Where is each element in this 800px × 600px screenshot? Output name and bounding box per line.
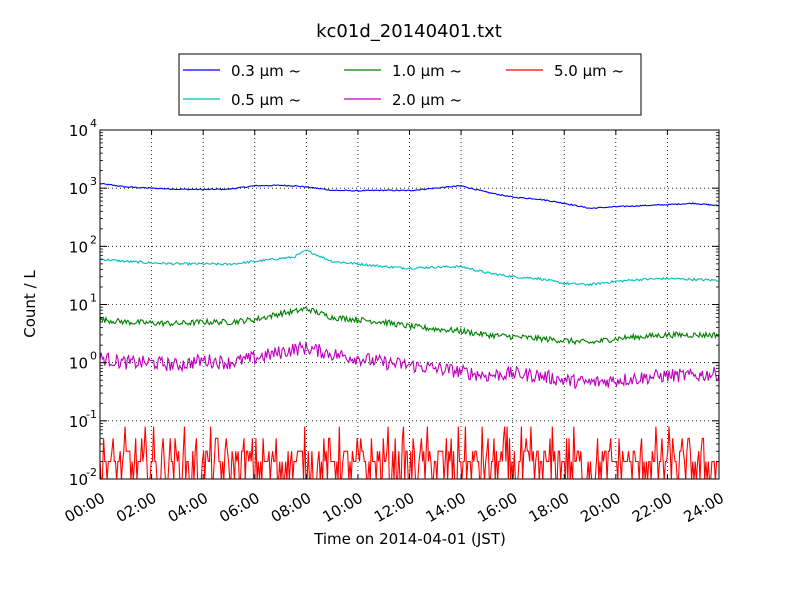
x-tick-label: 06:00 — [216, 489, 262, 526]
legend-entry: 5.0 μm ~ — [506, 62, 624, 80]
x-tick-label: 10:00 — [319, 489, 365, 526]
x-tick-label: 02:00 — [113, 489, 159, 526]
y-tick-label: 10-1 — [69, 408, 97, 431]
x-tick-label: 14:00 — [423, 489, 469, 526]
legend-label: 5.0 μm ~ — [554, 62, 624, 80]
legend-label: 0.5 μm ~ — [231, 91, 301, 109]
y-tick-label-base: 10 — [69, 180, 88, 198]
y-tick-label: 10 3 — [69, 175, 97, 198]
x-tick-label: 08:00 — [268, 489, 314, 526]
x-tick-label: 12:00 — [371, 489, 417, 526]
y-tick-label: 10 4 — [69, 117, 97, 140]
y-tick-label-exponent: 2 — [90, 233, 97, 246]
series-line-3 — [100, 340, 719, 390]
x-tick-label: 18:00 — [526, 489, 572, 526]
legend-frame — [178, 53, 642, 116]
series-line-0 — [100, 182, 719, 210]
y-tick-label-exponent: -2 — [86, 466, 97, 479]
y-axis-label: Count / L — [21, 270, 39, 338]
legend-entry: 1.0 μm ~ — [344, 62, 462, 80]
series-line-4 — [100, 426, 719, 479]
y-tick-label-base: 10 — [69, 297, 88, 315]
y-tick-label-base: 10 — [69, 413, 88, 431]
y-tick-label-exponent: 3 — [90, 175, 97, 188]
x-axis-label: Time on 2014-04-01 (JST) — [313, 530, 506, 548]
y-tick-label-exponent: 0 — [90, 350, 97, 363]
series-line-1 — [100, 249, 719, 287]
legend: 0.3 μm ~ 0.5 μm ~ 1.0 μm ~ 2.0 μm ~ 5.0 μm ~ — [178, 53, 642, 116]
y-tick-label-base: 10 — [69, 355, 88, 373]
axis-ticks — [99, 129, 720, 480]
chart-title: kc01d_20140401.txt — [316, 21, 502, 42]
y-tick-label-base: 10 — [69, 471, 88, 489]
y-tick-label: 10 2 — [69, 233, 97, 256]
y-tick-label-base: 10 — [69, 122, 88, 140]
y-tick-label-exponent: 1 — [90, 292, 97, 305]
y-tick-label: 10-2 — [69, 466, 97, 489]
x-tick-label: 24:00 — [681, 489, 727, 526]
legend-label: 1.0 μm ~ — [392, 62, 462, 80]
y-tick-label: 10 0 — [69, 350, 97, 373]
x-tick-label: 04:00 — [165, 489, 211, 526]
series-lines — [100, 182, 719, 479]
y-tick-label-exponent: -1 — [86, 408, 97, 421]
y-tick-label-exponent: 4 — [90, 117, 97, 130]
y-tick-label-base: 10 — [69, 238, 88, 256]
legend-entry: 0.3 μm ~ — [183, 62, 301, 80]
grid — [99, 130, 720, 479]
legend-label: 0.3 μm ~ — [231, 62, 301, 80]
legend-label: 2.0 μm ~ — [392, 91, 462, 109]
series-line-2 — [100, 306, 719, 346]
x-tick-label: 00:00 — [62, 489, 108, 526]
legend-entry: 0.5 μm ~ — [183, 91, 301, 109]
legend-entry: 2.0 μm ~ — [344, 91, 462, 109]
x-tick-labels: 00:00 02:00 04:00 06:00 08:00 10:00 12:00 14:00… — [62, 489, 727, 526]
x-tick-label: 16:00 — [474, 489, 520, 526]
y-tick-label: 10 1 — [69, 292, 97, 315]
x-tick-label: 20:00 — [577, 489, 623, 526]
x-tick-label: 22:00 — [629, 489, 675, 526]
